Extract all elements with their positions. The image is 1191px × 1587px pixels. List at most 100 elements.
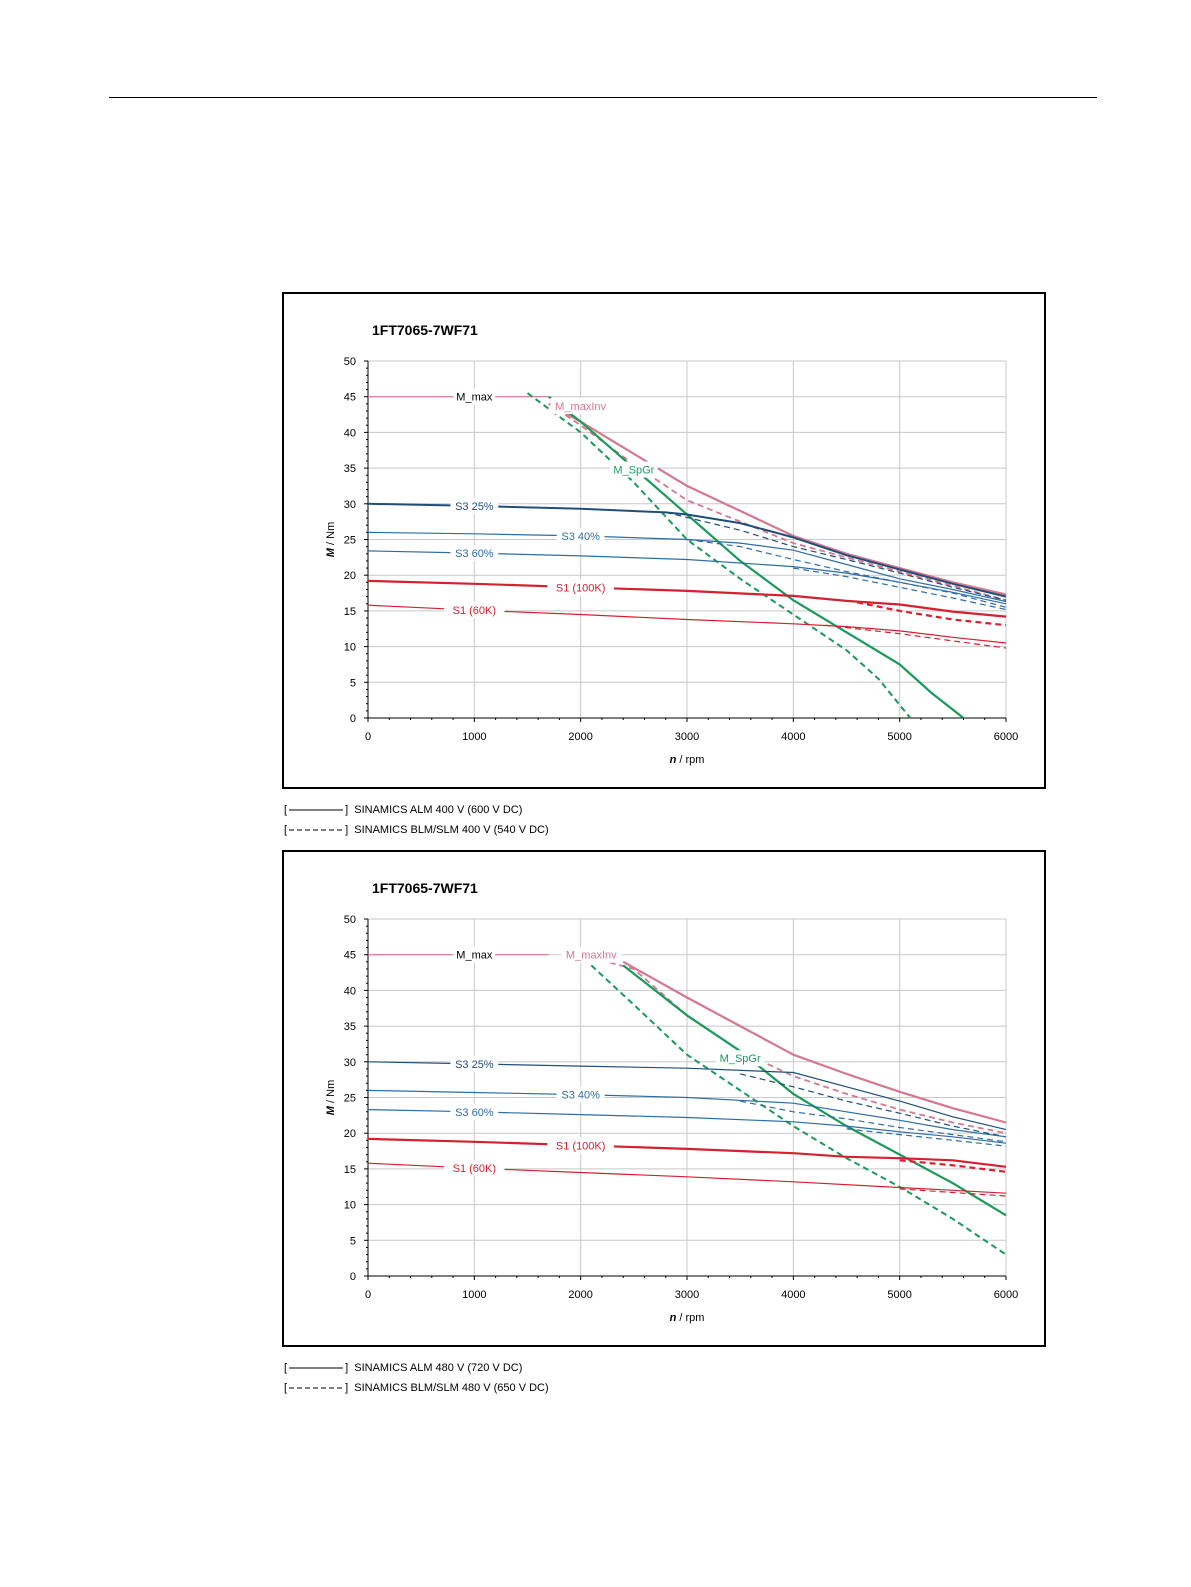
y-axis-label: M / Nm [325, 1080, 337, 1115]
series-line [548, 402, 1007, 596]
curve-label-text: S3 40% [561, 1090, 600, 1102]
y-tick-label: 15 [344, 606, 356, 618]
series-line [367, 1089, 1007, 1138]
x-tick-label: 2000 [568, 1289, 592, 1301]
y-tick-label: 0 [350, 713, 356, 725]
legend-bracket-open: [ [284, 1362, 288, 1374]
curve-label: M_max [453, 946, 496, 963]
y-tick-label: 25 [344, 535, 356, 547]
x-tick-label: 5000 [887, 731, 911, 743]
x-tick-label: 4000 [781, 731, 805, 743]
series-line [590, 964, 1007, 1256]
curve-label-bg [450, 1055, 499, 1072]
series-line [367, 550, 1007, 605]
curve-label-text: M_SpGr [613, 465, 654, 477]
curve-label: S1 (60K) [444, 602, 505, 619]
curve-label-bg [444, 1160, 505, 1177]
curve-label: M_max [453, 388, 496, 405]
series-line [622, 964, 1007, 1217]
legend-bracket-close: ] [345, 1362, 349, 1374]
x-tick-label: 6000 [994, 1289, 1018, 1301]
y-tick-label: 35 [344, 463, 356, 475]
curve-label-bg [556, 527, 605, 544]
curve-label: S3 25% [450, 1055, 499, 1072]
legend-label: SINAMICS BLM/SLM 480 V (650 V DC) [354, 1382, 549, 1394]
curve-label: S1 (100K) [547, 1137, 615, 1154]
x-tick-label: 0 [365, 1289, 371, 1301]
y-tick-label: 20 [344, 570, 356, 582]
legend-row-solid: [] SINAMICS ALM 400 V (600 V DC) [284, 800, 549, 820]
series-line [740, 1073, 1007, 1138]
header-rule [109, 97, 1097, 98]
series-line [622, 960, 1007, 1124]
x-tick-label: 2000 [568, 731, 592, 743]
legend-dashed-line-sample [289, 829, 344, 831]
series-line [899, 1188, 1007, 1197]
series-line [899, 1159, 1007, 1173]
y-tick-label: 40 [344, 985, 356, 997]
y-tick-label: 45 [344, 392, 356, 404]
legend-bracket-open: [ [284, 804, 288, 816]
legend-row-solid: [] SINAMICS ALM 480 V (720 V DC) [284, 1358, 549, 1378]
curve-label: M_SpGr [716, 1050, 765, 1067]
curve-label-text: S1 (60K) [453, 605, 496, 617]
curve-label-text: M_max [456, 950, 493, 962]
curve-label-text: M_maxInv [566, 950, 617, 962]
series-line [367, 1109, 1007, 1144]
curve-label-text: S1 (60K) [453, 1163, 496, 1175]
curve-label-text: S1 (100K) [556, 1140, 606, 1152]
torque-speed-chart: 1FT7065-7WF71 0 5 10 15 20 25 30 35 40 45 50 0 1000 20… [325, 322, 1018, 766]
chart-title: 1FT7065-7WF71 [372, 880, 478, 896]
chart-frame: 1FT7065-7WF71 0 5 10 15 20 25 30 35 40 45 50 0 1000 20… [282, 292, 1046, 789]
curve-label-bg [561, 946, 622, 963]
series-line [367, 1137, 1007, 1168]
curve-label-text: M_SpGr [720, 1053, 761, 1065]
curve-label-bg [444, 602, 505, 619]
series-line [846, 1128, 1007, 1147]
legend-bracket-open: [ [284, 824, 288, 836]
x-tick-label: 6000 [994, 731, 1018, 743]
curve-label: S3 40% [556, 1086, 605, 1103]
curve-label-text: S3 60% [455, 1107, 494, 1119]
series-line [740, 1100, 1007, 1143]
legend-solid-line-sample [289, 809, 344, 811]
series-line [367, 604, 1007, 644]
series-line [367, 579, 1007, 618]
y-tick-label: 5 [350, 1235, 356, 1247]
chart-frame: 1FT7065-7WF71 0 5 10 15 20 25 30 35 40 45 50 0 1000 20… [282, 850, 1046, 1347]
legend-label: SINAMICS ALM 400 V (600 V DC) [354, 804, 523, 816]
curve-label: S3 25% [450, 497, 499, 514]
series-line [367, 531, 1007, 603]
curve-label-text: M_maxInv [555, 401, 606, 413]
y-tick-label: 10 [344, 642, 356, 654]
y-tick-label: 30 [344, 1057, 356, 1069]
y-tick-label: 15 [344, 1164, 356, 1176]
x-axis-label: n / rpm [670, 1312, 705, 1324]
curve-label-bg [547, 1137, 615, 1154]
x-tick-label: 4000 [781, 1289, 805, 1301]
curve-label-bg [450, 545, 499, 562]
legend-row-dashed: [] SINAMICS BLM/SLM 400 V (540 V DC) [284, 820, 549, 840]
curve-label-text: S3 60% [455, 548, 494, 560]
series-line [793, 567, 1007, 611]
x-axis-label: n / rpm [670, 754, 705, 766]
curve-label-bg [716, 1050, 765, 1067]
x-tick-label: 0 [365, 731, 371, 743]
y-tick-label: 45 [344, 950, 356, 962]
series-line [526, 392, 912, 719]
torque-speed-chart: 1FT7065-7WF71 0 5 10 15 20 25 30 35 40 45 50 0 1000 20… [325, 880, 1018, 1324]
y-tick-label: 40 [344, 427, 356, 439]
curve-label-bg [450, 497, 499, 514]
chart-title: 1FT7065-7WF71 [372, 322, 478, 338]
curve-label: S1 (60K) [444, 1160, 505, 1177]
curve-label: M_maxInv [561, 946, 622, 963]
x-tick-label: 3000 [675, 731, 699, 743]
legend-dashed-line-sample [289, 1387, 344, 1389]
chart-legend: [] SINAMICS ALM 480 V (720 V DC) [] SINA… [284, 1358, 549, 1398]
y-axis-label: M / Nm [325, 522, 337, 557]
curve-label-text: S3 25% [455, 1059, 494, 1071]
chart-legend: [] SINAMICS ALM 400 V (600 V DC) [] SINA… [284, 800, 549, 840]
curve-label-text: M_max [456, 392, 493, 404]
y-tick-label: 50 [344, 356, 356, 368]
curve-label-text: S1 (100K) [556, 582, 606, 594]
